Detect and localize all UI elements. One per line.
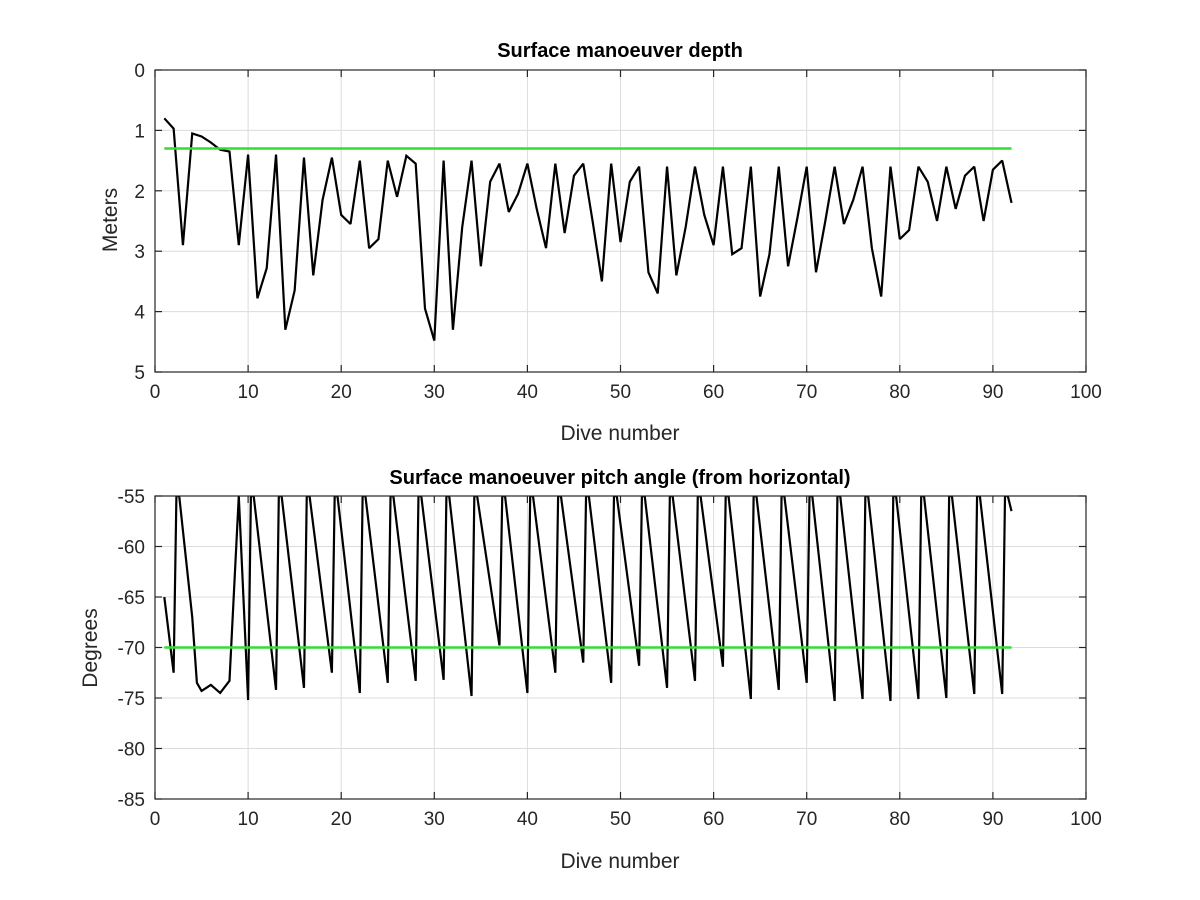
pitch-chart-plot-area: 0 10 20 30 40 50 60 70 80 90 100 -55 -60 -65 -70 -75 -80… (118, 487, 1102, 830)
pitch-chart-title: Surface manoeuver pitch angle (from hori… (389, 467, 850, 489)
depth-chart-x-tick-label: 10 (238, 382, 259, 403)
pitch-chart-x-tick-label: 100 (1070, 809, 1102, 830)
depth-chart-x-tick-label: 0 (150, 382, 161, 403)
pitch-chart-y-tick-label: -85 (118, 790, 145, 811)
depth-chart-x-tick-label: 70 (796, 382, 817, 403)
pitch-chart-x-tick-label: 70 (796, 809, 817, 830)
pitch-chart-y-tick-label: -55 (118, 487, 145, 508)
depth-chart: 0 10 20 30 40 50 60 70 80 90 100 0 1 2 3 4 5 Surface man… (99, 40, 1102, 445)
pitch-chart-xlabel: Dive number (560, 850, 679, 873)
pitch-chart-ylabel: Degrees (79, 608, 102, 687)
pitch-chart-x-tick-label: 90 (982, 809, 1003, 830)
pitch-chart-y-tick-label: -60 (118, 538, 145, 559)
depth-chart-xlabel: Dive number (560, 422, 679, 445)
pitch-chart-y-tick-label: -75 (118, 689, 145, 710)
pitch-chart-data-line (163, 496, 1013, 702)
pitch-chart-x-tick-label: 50 (610, 809, 631, 830)
depth-chart-x-tick-label: 20 (331, 382, 352, 403)
depth-chart-y-tick-label: 1 (134, 121, 145, 142)
depth-chart-x-tick-label: 100 (1070, 382, 1102, 403)
depth-chart-y-tick-label: 4 (134, 303, 145, 324)
depth-chart-y-tick-label: 5 (134, 363, 145, 384)
pitch-chart-x-tick-label: 80 (889, 809, 910, 830)
pitch-chart-x-tick-label: 20 (331, 809, 352, 830)
depth-chart-y-tick-label: 3 (134, 242, 145, 263)
pitch-chart-x-tick-label: 40 (517, 809, 538, 830)
depth-chart-title: Surface manoeuver depth (497, 40, 743, 62)
depth-chart-x-tick-label: 90 (982, 382, 1003, 403)
pitch-chart-x-tick-label: 0 (150, 809, 161, 830)
depth-chart-ylabel: Meters (99, 188, 122, 252)
pitch-chart: 0 10 20 30 40 50 60 70 80 90 100 -55 -60 -65 -70 -75 -80… (79, 467, 1102, 873)
pitch-chart-x-tick-label: 10 (238, 809, 259, 830)
depth-chart-x-tick-label: 60 (703, 382, 724, 403)
depth-chart-x-tick-label: 30 (424, 382, 445, 403)
depth-chart-plot-area: 0 10 20 30 40 50 60 70 80 90 100 0 1 2 3 4 5 (134, 61, 1101, 403)
depth-chart-y-tick-label: 2 (134, 182, 145, 203)
pitch-chart-y-tick-label: -65 (118, 588, 145, 609)
pitch-chart-x-tick-label: 30 (424, 809, 445, 830)
pitch-chart-x-tick-label: 60 (703, 809, 724, 830)
depth-chart-y-tick-label: 0 (134, 61, 145, 82)
pitch-chart-y-tick-label: -80 (118, 740, 145, 761)
depth-chart-x-tick-label: 50 (610, 382, 631, 403)
depth-chart-data-line (163, 117, 1013, 341)
depth-chart-x-tick-label: 80 (889, 382, 910, 403)
pitch-chart-y-tick-label: -70 (118, 639, 145, 660)
depth-chart-x-tick-label: 40 (517, 382, 538, 403)
